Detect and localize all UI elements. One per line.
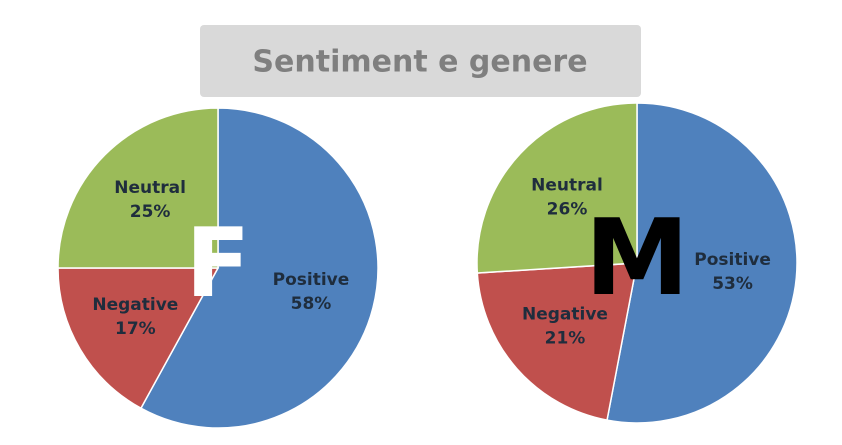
slice-category: Negative xyxy=(92,295,178,315)
annotation: M xyxy=(585,197,690,319)
slice-value-label: 25% xyxy=(130,202,171,222)
pie-slice xyxy=(476,102,638,274)
title-box xyxy=(200,25,641,97)
slice-category: Neutral xyxy=(531,175,603,195)
slice-value-label: 21% xyxy=(545,328,586,348)
pie-slice xyxy=(57,107,219,269)
slice-category: Positive xyxy=(273,270,350,290)
slice-category: Neutral xyxy=(114,178,186,198)
slice-value-label: 58% xyxy=(291,294,332,314)
slice-value-label: 26% xyxy=(547,199,588,219)
pie-slice xyxy=(476,262,638,422)
pie-slice xyxy=(57,267,220,410)
annotation: F xyxy=(186,209,251,319)
slice-value-label: 17% xyxy=(115,319,156,339)
slice-category: Negative xyxy=(522,304,608,324)
slice-value-label: 53% xyxy=(712,274,753,294)
title: Sentiment e genere xyxy=(252,45,587,80)
slice-category: Positive xyxy=(694,250,771,270)
pie-slice xyxy=(139,107,379,429)
pie-slice xyxy=(606,102,798,424)
